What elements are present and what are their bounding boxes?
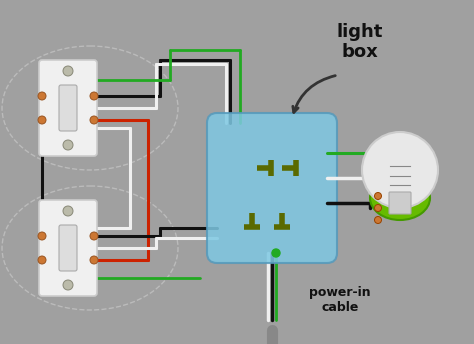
Circle shape [38,232,46,240]
Circle shape [90,256,98,264]
Circle shape [374,216,382,224]
FancyBboxPatch shape [39,60,97,156]
Circle shape [374,193,382,200]
Ellipse shape [370,176,430,220]
FancyBboxPatch shape [389,192,411,214]
Circle shape [38,92,46,100]
FancyBboxPatch shape [39,200,97,296]
Circle shape [90,92,98,100]
FancyBboxPatch shape [59,225,77,271]
Circle shape [63,140,73,150]
Circle shape [90,232,98,240]
Circle shape [63,66,73,76]
Circle shape [38,116,46,124]
Text: light
box: light box [337,23,383,61]
FancyBboxPatch shape [59,85,77,131]
Circle shape [374,204,382,212]
Circle shape [63,280,73,290]
Circle shape [272,249,280,257]
Circle shape [362,132,438,208]
Text: power-in
cable: power-in cable [309,286,371,314]
FancyBboxPatch shape [207,113,337,263]
Circle shape [63,206,73,216]
Circle shape [90,116,98,124]
Circle shape [38,256,46,264]
